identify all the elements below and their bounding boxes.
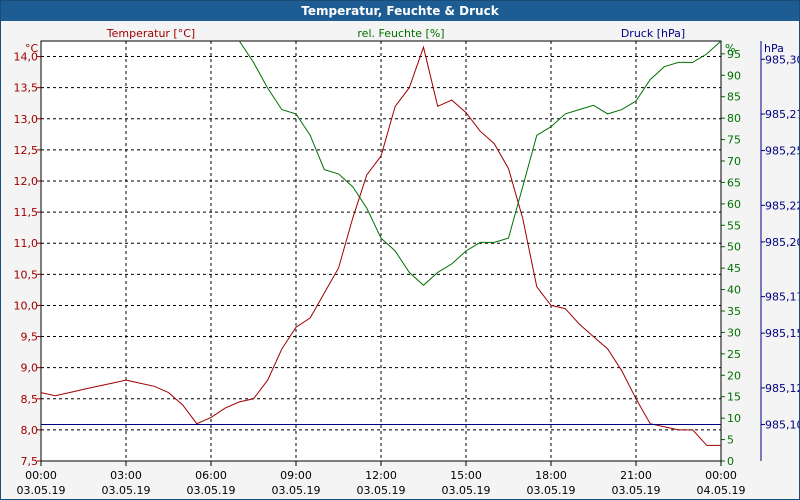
temperature-tick-label: 8,5 [21,393,39,406]
chart-canvas: Temperatur [°C] rel. Feuchte [%] Druck [… [14,27,800,497]
humidity-tick-label: 50 [727,241,741,254]
x-tick-label-date: 03.05.19 [527,484,576,497]
pressure-tick-label: 985,25 [765,145,799,158]
humidity-tick-label: 75 [727,134,741,147]
tick-labels: 00:00 03.05.19 03:00 03.05.19 06:00 03.05.19 0… [14,48,800,497]
temperature-tick-label: 12,5 [14,144,39,157]
temperature-tick-label: 7,5 [21,455,39,468]
x-tick-label-date: 03.05.19 [102,484,151,497]
temperature-tick-label: 9,5 [21,331,39,344]
humidity-tick-label: 45 [727,262,741,275]
humidity-tick-label: 90 [727,69,741,82]
x-tick-label-time: 09:00 [280,469,312,482]
x-tick-label-date: 03.05.19 [187,484,236,497]
temperature-tick-label: 8,0 [21,424,39,437]
x-tick-label-date: 03.05.19 [442,484,491,497]
humidity-axis-title: rel. Feuchte [%] [357,27,444,40]
series-lines [41,41,721,446]
temperature-tick-label: 12,0 [14,175,39,188]
humidity-tick-label: 65 [727,176,741,189]
x-tick-label-time: 18:00 [535,469,567,482]
pressure-axis-title: Druck [hPa] [621,27,685,40]
pressure-axis-unit: hPa [764,42,784,55]
window-title: Temperatur, Feuchte & Druck [1,1,799,21]
pressure-tick-label: 985,22 [765,199,799,212]
pressure-tick-label: 985,27 [765,108,799,121]
x-tick-label-date: 03.05.19 [357,484,406,497]
x-tick-label-time: 06:00 [195,469,227,482]
x-tick-label-time: 12:00 [365,469,397,482]
x-tick-label-time: 03:00 [110,469,142,482]
temperature-tick-label: 14,0 [14,51,39,64]
humidity-tick-label: 40 [727,284,741,297]
humidity-tick-label: 60 [727,198,741,211]
axes [37,40,765,466]
x-tick-label-date: 03.05.19 [612,484,661,497]
humidity-tick-label: 35 [727,305,741,318]
humidity-tick-label: 95 [727,48,741,61]
humidity-axis-unit: % [725,42,735,55]
pressure-tick-label: 985,30 [765,53,799,66]
x-tick-label-date: 04.05.19 [697,484,746,497]
pressure-tick-label: 985,12 [765,382,799,395]
x-tick-label-time: 00:00 [705,469,737,482]
temperature-tick-label: 13,5 [14,82,39,95]
humidity-tick-label: 15 [727,391,741,404]
x-tick-label-date: 03.05.19 [272,484,321,497]
grid [41,41,721,462]
x-tick-label-time: 00:00 [25,469,57,482]
temperature-series-line [41,45,721,446]
pressure-tick-label: 985,17 [765,291,799,304]
humidity-tick-label: 25 [727,348,741,361]
pressure-tick-label: 985,15 [765,327,799,340]
temperature-tick-label: 11,0 [14,237,39,250]
humidity-series-line [238,41,721,286]
humidity-tick-label: 70 [727,155,741,168]
temperature-axis-unit: °C [25,42,39,55]
humidity-tick-label: 80 [727,112,741,125]
humidity-tick-label: 10 [727,412,741,425]
temperature-axis-title: Temperatur [°C] [106,27,195,40]
x-tick-label-time: 15:00 [450,469,482,482]
humidity-tick-label: 0 [727,455,734,468]
temperature-tick-label: 10,5 [14,268,39,281]
temperature-tick-label: 13,0 [14,113,39,126]
humidity-tick-label: 20 [727,369,741,382]
humidity-tick-label: 55 [727,219,741,232]
temperature-tick-label: 9,0 [21,362,39,375]
plot-border [40,40,722,462]
temperature-tick-label: 11,5 [14,206,39,219]
humidity-tick-label: 30 [727,326,741,339]
humidity-tick-label: 5 [727,434,734,447]
humidity-tick-label: 85 [727,91,741,104]
pressure-tick-label: 985,10 [765,418,799,431]
pressure-tick-label: 985,20 [765,236,799,249]
temperature-tick-label: 10,0 [14,299,39,312]
x-tick-label-date: 03.05.19 [17,484,66,497]
x-tick-label-time: 21:00 [620,469,652,482]
